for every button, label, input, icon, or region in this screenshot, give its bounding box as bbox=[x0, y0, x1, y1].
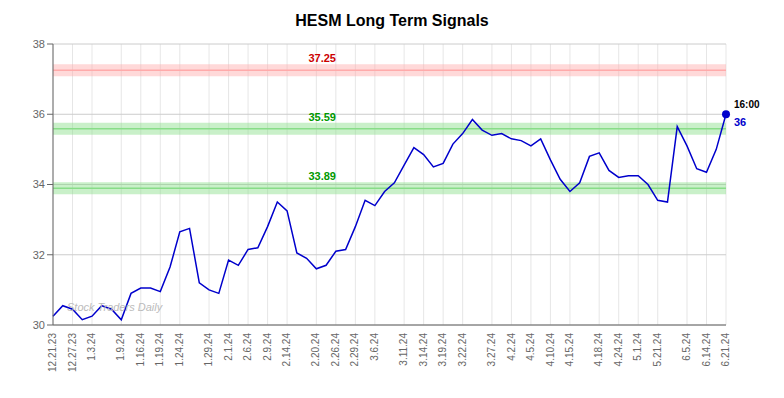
svg-text:2.26.24: 2.26.24 bbox=[330, 333, 341, 367]
svg-text:3.19.24: 3.19.24 bbox=[437, 333, 448, 367]
svg-text:12.27.23: 12.27.23 bbox=[67, 333, 78, 372]
svg-text:3.6.24: 3.6.24 bbox=[369, 333, 380, 361]
svg-text:2.14.24: 2.14.24 bbox=[281, 333, 292, 367]
svg-text:4.10.24: 4.10.24 bbox=[545, 333, 556, 367]
svg-text:38: 38 bbox=[33, 38, 45, 50]
svg-text:6.14.24: 6.14.24 bbox=[701, 333, 712, 367]
svg-text:1.19.24: 1.19.24 bbox=[154, 333, 165, 367]
svg-text:33.89: 33.89 bbox=[308, 170, 336, 182]
svg-text:1.16.24: 1.16.24 bbox=[135, 333, 146, 367]
html-text:HESM Long Term Signals: HESM Long Term Signals bbox=[295, 12, 489, 29]
svg-text:2.1.24: 2.1.24 bbox=[223, 333, 234, 361]
html-text:Stock Traders Daily: Stock Traders Daily bbox=[67, 301, 163, 313]
svg-text:2.6.24: 2.6.24 bbox=[242, 333, 253, 361]
svg-text:12.21.23: 12.21.23 bbox=[47, 333, 58, 372]
svg-text:36: 36 bbox=[33, 108, 45, 120]
svg-text:6.5.24: 6.5.24 bbox=[681, 333, 692, 361]
svg-text:2.20.24: 2.20.24 bbox=[310, 333, 321, 367]
svg-text:32: 32 bbox=[33, 249, 45, 261]
svg-text:3.27.24: 3.27.24 bbox=[486, 333, 497, 367]
svg-text:37.25: 37.25 bbox=[308, 52, 336, 64]
svg-text:1.9.24: 1.9.24 bbox=[115, 333, 126, 361]
svg-text:1.3.24: 1.3.24 bbox=[86, 333, 97, 361]
svg-text:1.29.24: 1.29.24 bbox=[203, 333, 214, 367]
svg-text:3.11.24: 3.11.24 bbox=[398, 333, 409, 366]
svg-text:4.18.24: 4.18.24 bbox=[593, 333, 604, 367]
svg-text:4.15.24: 4.15.24 bbox=[564, 333, 575, 367]
svg-text:3.14.24: 3.14.24 bbox=[418, 333, 429, 367]
svg-text:6.21.24: 6.21.24 bbox=[720, 333, 731, 367]
svg-text:16:00: 16:00 bbox=[734, 99, 760, 110]
svg-text:30: 30 bbox=[33, 319, 45, 331]
svg-text:2.9.24: 2.9.24 bbox=[262, 333, 273, 361]
svg-text:2.29.24: 2.29.24 bbox=[349, 333, 360, 367]
svg-text:4.2.24: 4.2.24 bbox=[506, 333, 517, 361]
svg-text:4.5.24: 4.5.24 bbox=[525, 333, 536, 361]
svg-text:5.1.24: 5.1.24 bbox=[632, 333, 643, 361]
svg-text:3.22.24: 3.22.24 bbox=[457, 333, 468, 367]
svg-text:35.59: 35.59 bbox=[308, 111, 336, 123]
svg-text:36: 36 bbox=[734, 116, 746, 128]
svg-text:1.24.24: 1.24.24 bbox=[174, 333, 185, 367]
svg-text:4.24.24: 4.24.24 bbox=[613, 333, 624, 367]
svg-text:5.21.24: 5.21.24 bbox=[652, 333, 663, 367]
svg-text:34: 34 bbox=[33, 178, 45, 190]
